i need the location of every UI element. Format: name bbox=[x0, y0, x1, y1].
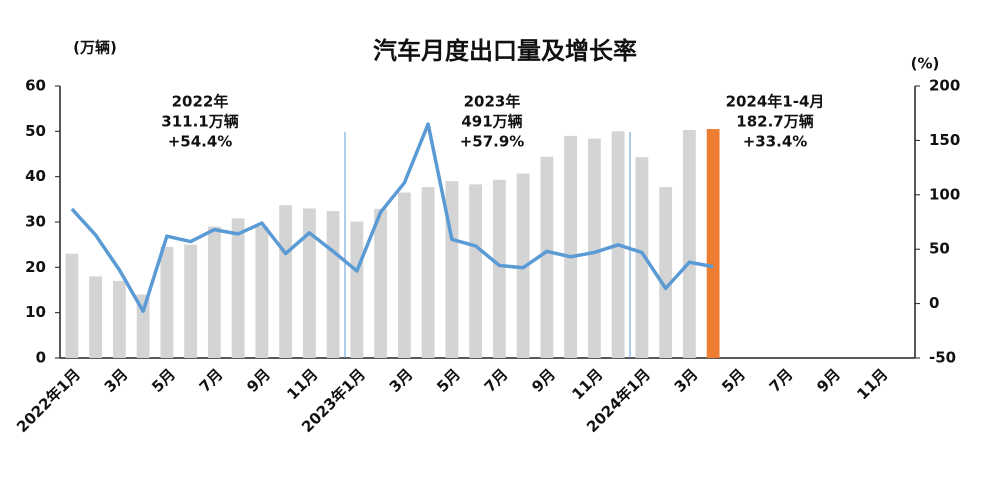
y-axis-label: (万辆) bbox=[73, 39, 117, 57]
bar bbox=[65, 253, 79, 358]
y-tick-label: 50 bbox=[25, 122, 46, 140]
x-tick-label: 11月 bbox=[853, 365, 891, 403]
x-tick-label: 3月 bbox=[101, 365, 132, 396]
bar bbox=[89, 276, 103, 358]
y-tick-label: 60 bbox=[25, 77, 46, 95]
y2-tick-label: 0 bbox=[929, 294, 939, 312]
bar bbox=[160, 246, 174, 358]
bar bbox=[421, 187, 435, 358]
bar bbox=[706, 129, 720, 358]
bar bbox=[540, 156, 554, 358]
annotation: 182.7万辆 bbox=[736, 113, 813, 131]
bar bbox=[587, 138, 601, 358]
bar bbox=[374, 208, 388, 358]
x-tick-label: 9月 bbox=[528, 365, 559, 396]
bar bbox=[136, 294, 150, 358]
x-tick-label: 11月 bbox=[283, 365, 321, 403]
bar bbox=[397, 192, 411, 358]
y2-axis-label: (%) bbox=[911, 55, 940, 73]
annotation: 2022年 bbox=[172, 93, 229, 111]
bar bbox=[326, 211, 340, 358]
annotation: 311.1万辆 bbox=[161, 113, 238, 131]
y-tick-label: 20 bbox=[25, 258, 46, 276]
y2-tick-label: 100 bbox=[929, 185, 960, 203]
y2-tick-label: 200 bbox=[929, 77, 960, 95]
x-tick-label: 5月 bbox=[718, 365, 749, 396]
bar bbox=[564, 135, 578, 358]
y2-tick-label: 50 bbox=[929, 240, 950, 258]
line bbox=[70, 122, 714, 313]
bar bbox=[184, 244, 198, 358]
x-tick-label: 7月 bbox=[481, 365, 512, 396]
bar bbox=[350, 221, 364, 358]
x-tick-label: 3月 bbox=[386, 365, 417, 396]
x-tick-label: 5月 bbox=[148, 365, 179, 396]
x-tick-label: 2022年1月 bbox=[13, 365, 84, 436]
x-tick-label: 7月 bbox=[766, 365, 797, 396]
y2-tick-label: -50 bbox=[929, 349, 956, 367]
x-tick-label: 5月 bbox=[433, 365, 464, 396]
bar bbox=[112, 280, 126, 358]
annotation: 491万辆 bbox=[461, 113, 522, 131]
annotation: +57.9% bbox=[460, 133, 525, 151]
x-tick-label: 9月 bbox=[813, 365, 844, 396]
bar bbox=[231, 218, 245, 358]
annotation: 2024年1-4月 bbox=[726, 93, 825, 111]
bar bbox=[445, 181, 459, 358]
bar bbox=[659, 187, 673, 358]
y-tick-label: 0 bbox=[36, 349, 46, 367]
x-tick-label: 11月 bbox=[568, 365, 606, 403]
annotation: +33.4% bbox=[743, 133, 808, 151]
y-tick-label: 10 bbox=[25, 303, 46, 321]
y2-tick-label: 150 bbox=[929, 131, 960, 149]
annotation: 2023年 bbox=[464, 93, 521, 111]
x-tick-label: 3月 bbox=[671, 365, 702, 396]
bar bbox=[492, 179, 506, 358]
bar bbox=[682, 129, 696, 358]
chart-title: 汽车月度出口量及增长率 bbox=[373, 37, 637, 65]
bar bbox=[255, 226, 269, 358]
annotation: +54.4% bbox=[168, 133, 233, 151]
bar bbox=[302, 208, 316, 358]
y-tick-label: 40 bbox=[25, 167, 46, 185]
y-tick-label: 30 bbox=[25, 213, 46, 231]
bar bbox=[279, 205, 293, 358]
bar bbox=[635, 157, 649, 358]
x-tick-label: 7月 bbox=[196, 365, 227, 396]
bar bbox=[469, 184, 483, 358]
bar bbox=[207, 226, 221, 358]
x-tick-label: 9月 bbox=[243, 365, 274, 396]
